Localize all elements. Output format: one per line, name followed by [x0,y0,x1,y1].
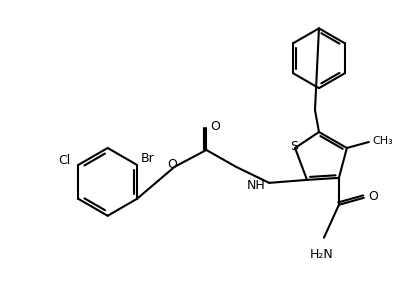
Text: Cl: Cl [58,154,70,168]
Text: Br: Br [141,153,155,166]
Text: S: S [290,141,298,153]
Text: O: O [368,190,378,203]
Text: NH: NH [246,179,265,192]
Text: CH₃: CH₃ [373,136,394,146]
Text: H₂N: H₂N [310,248,334,261]
Text: O: O [210,120,220,133]
Text: O: O [168,158,178,172]
